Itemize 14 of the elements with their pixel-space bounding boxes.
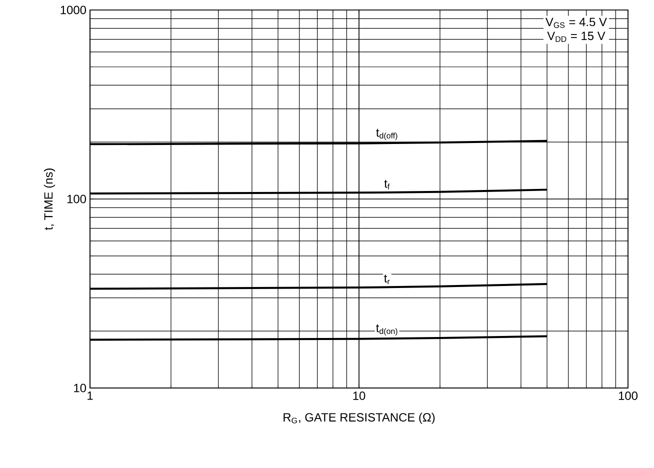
y-axis-title: t, TIME (ns): [44, 168, 56, 230]
series-label: t$_{d(on)}$: [376, 324, 398, 336]
x-tick-label: 100: [618, 392, 638, 400]
annotation: V$_{DD}$ = 15 V: [547, 32, 606, 42]
y-tick-label: 1000: [60, 6, 86, 14]
y-tick-label: 10: [74, 384, 86, 392]
y-tick-label: 100: [67, 194, 86, 204]
x-axis-title: R$_{G}$, GATE RESISTANCE (Ω): [284, 412, 435, 424]
x-tick-label: 1: [88, 392, 93, 400]
annotation: V$_{GS}$ = 4.5 V: [546, 18, 607, 28]
series-label: t$_{r}$: [384, 274, 390, 284]
series-label: t$_{d(off)}$: [376, 128, 398, 140]
x-tick-label: 10: [353, 392, 366, 400]
series-label: t$_{f}$: [384, 180, 390, 190]
